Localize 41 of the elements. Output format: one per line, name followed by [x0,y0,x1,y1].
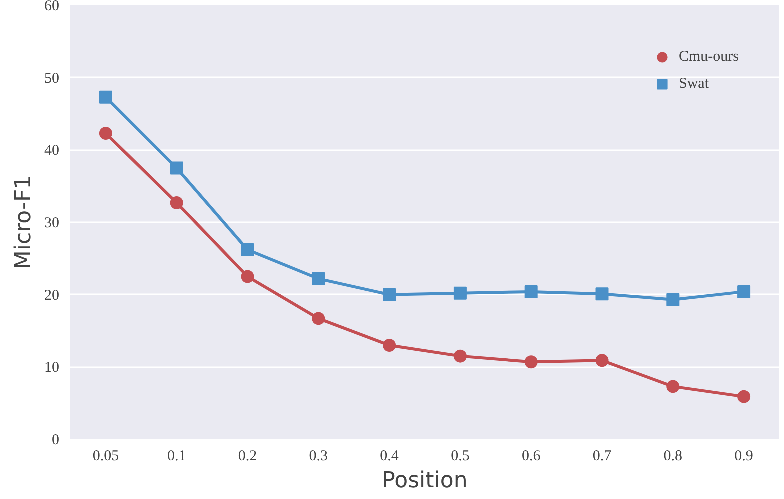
y-tick-label: 20 [44,288,60,304]
point [454,350,467,363]
point [738,390,751,404]
x-tick-label: 0.05 [92,448,120,464]
point [383,288,396,302]
x-tick-label: 0.5 [451,448,470,464]
point [666,293,680,306]
point [524,356,538,369]
x-tick-label: 0.2 [238,448,258,464]
x-axis-title: Position [382,468,468,494]
point [596,354,609,368]
point [596,288,609,301]
point [99,90,112,104]
point [524,285,538,298]
x-tick-label: 0.6 [522,448,542,464]
point [454,286,467,300]
point [383,338,396,352]
point [312,272,326,286]
legend-label: Cmu-ours [679,48,739,66]
point [241,270,254,284]
point [170,162,184,175]
point [241,243,254,256]
x-tick-label: 0.1 [167,448,186,464]
legend-label: Swat [679,76,709,92]
y-tick-label: 0 [52,432,60,448]
y-tick-label: 60 [44,0,60,14]
point [99,127,112,140]
y-axis-title: Micro-F1 [12,175,36,270]
point [738,285,751,298]
point [312,312,326,326]
x-tick-label: 0.8 [664,448,683,464]
point [170,196,184,210]
x-tick-label: 0.7 [592,448,612,464]
x-tick-label: 0.9 [734,448,754,464]
x-tick-label: 0.3 [309,448,328,464]
point [666,380,680,394]
y-tick-label: 50 [44,70,60,87]
y-tick-label: 40 [44,143,60,160]
y-tick-label: 10 [44,360,60,376]
y-tick-label: 30 [44,216,60,232]
x-tick-label: 0.4 [380,448,400,464]
